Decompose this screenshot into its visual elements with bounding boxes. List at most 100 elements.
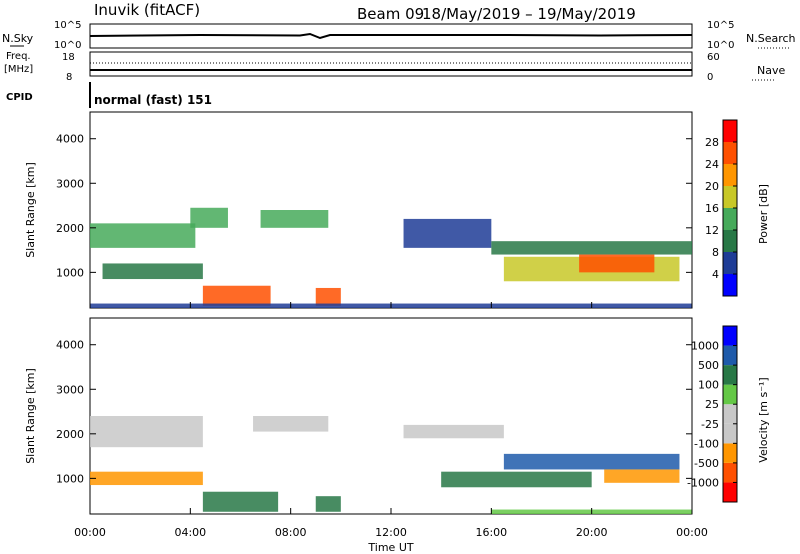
cpid-mode: normal (fast) 151 [94,93,212,107]
velocity-cbar-seg-5 [723,384,737,405]
nsearch-label: N.Search [746,32,796,45]
power-ytick-label-2: 3000 [56,177,84,190]
velocity-colorbar-label: Velocity [m s⁻¹] [757,377,770,462]
power-band-7 [491,241,692,255]
velocity-cbar-seg-0 [723,482,737,502]
velocity-band-4 [315,496,341,512]
velocity-cbar-seg-1 [723,462,737,483]
power-cbar-seg-4 [723,186,737,208]
power-band-0 [90,223,196,248]
freq-strip: Freq. [MHz] 18 8 60 0 Nave [4,51,785,83]
velocity-cbar-label-4: -25 [701,418,719,431]
x-axis-label: Time UT [367,541,413,554]
velocity-cbar-label-1: 500 [698,359,719,372]
x-tick-label-1: 04:00 [174,526,206,539]
power-cbar-seg-3 [723,208,737,230]
freq-label-line1: Freq. [6,51,31,62]
velocity-y-axis-label: Slant Range [km] [24,368,37,464]
velocity-cbar-label-5: -100 [694,437,719,450]
x-tick-label-2: 08:00 [275,526,307,539]
power-heatmap-panel: 1000 2000 3000 4000 Slant Range [km] 28 24 20… [24,111,770,309]
power-cbar-seg-5 [723,164,737,186]
velocity-colorbar: 1000 500 100 25 -25 -100 -500 -1000 [687,325,738,503]
freq-tick-bottom: 8 [66,72,72,83]
velocity-band-7 [604,469,680,483]
x-tick-label-4: 16:00 [475,526,507,539]
power-band-4 [202,285,271,306]
velocity-heatmap-panel: 1000 2000 3000 4000 Slant Range [km] 1000 50… [24,317,770,515]
power-y-ticks: 1000 2000 3000 4000 [56,133,692,279]
power-cbar-seg-1 [723,252,737,274]
velocity-band-3 [202,491,279,512]
x-tick-label-0: 00:00 [74,526,106,539]
nsearch-tick-top: 10^5 [707,20,734,31]
velocity-cbar-seg-4 [723,404,737,424]
nave-tick-bottom: 0 [707,72,713,83]
freq-tick-top: 18 [62,52,75,63]
nave-tick-top: 60 [707,52,720,63]
power-ytick-label-0: 1000 [56,266,84,279]
power-cbar-seg-2 [723,230,737,252]
velocity-cbar-frame [722,325,738,503]
velocity-ytick-label-2: 3000 [56,383,84,396]
velocity-band-1 [253,416,329,432]
velocity-cbar-label-2: 100 [698,379,719,392]
velocity-band-0 [90,416,203,448]
nsky-label: N.Sky [2,32,34,45]
power-colorbar-label: Power [dB] [757,184,770,244]
velocity-cbar-seg-8 [723,326,737,346]
power-cbar-seg-0 [723,274,737,296]
station-title: Inuvik (fitACF) [94,1,200,19]
cpid-strip: CPID normal (fast) 151 [6,82,212,108]
power-colorbar: 28 24 20 16 12 8 4 [705,119,738,297]
velocity-cbar-seg-2 [723,443,737,463]
velocity-cbar-label-3: 25 [705,398,719,411]
velocity-band-5 [403,424,504,439]
power-ytick-label-1: 2000 [56,222,84,235]
nsky-tick-top: 10^5 [54,20,81,31]
x-tick-label-3: 12:00 [375,526,407,539]
velocity-cbar-seg-7 [723,345,737,366]
velocity-cbar-label-6: -500 [694,457,719,470]
power-cbar-label-1: 24 [705,158,719,171]
x-tick-label-6: 00:00 [676,526,708,539]
velocity-ytick-label-1: 2000 [56,428,84,441]
beam-label: Beam 09 [357,5,424,23]
power-band-1 [190,207,228,228]
power-band-5 [315,287,341,306]
velocity-ytick-label-0: 1000 [56,472,84,485]
power-ytick-label-3: 4000 [56,133,84,146]
power-cbar-seg-7 [723,120,737,142]
power-band-9 [579,254,655,273]
freq-label-line2: [MHz] [4,64,33,75]
velocity-band-2 [90,471,203,486]
velocity-cbar-label-7: -1000 [687,476,719,489]
power-cbar-label-3: 16 [705,202,719,215]
x-tick-label-5: 20:00 [576,526,608,539]
power-cbar-label-6: 4 [712,268,719,281]
power-band-2 [260,210,329,228]
power-y-axis-label: Slant Range [km] [24,162,37,258]
velocity-ytick-label-3: 4000 [56,339,84,352]
cpid-label: CPID [6,92,33,103]
power-cbar-label-0: 28 [705,136,719,149]
nsearch-tick-bottom: 10^0 [707,40,734,51]
power-cbar-label-2: 20 [705,180,719,193]
power-cbar-label-4: 12 [705,224,719,237]
velocity-cbar-seg-3 [723,423,737,444]
power-band-6 [403,218,492,248]
nsky-strip: N.Sky 10^5 10^0 10^5 10^0 N.Search [2,20,796,51]
date-range: 18/May/2019 – 19/May/2019 [422,5,636,23]
nave-label: Nave [757,64,785,77]
velocity-y-ticks: 1000 2000 3000 4000 [56,339,692,485]
velocity-band-8 [441,471,592,488]
velocity-cbar-label-0: 1000 [691,340,719,353]
power-band-3 [102,263,203,280]
power-cbar-seg-6 [723,142,737,164]
velocity-band-6 [503,453,680,470]
power-bands [90,207,692,308]
time-axis: 00:00 04:00 08:00 12:00 16:00 20:00 00:00 [74,302,708,539]
nsky-tick-bottom: 10^0 [54,40,81,51]
velocity-cbar-seg-6 [723,365,737,385]
